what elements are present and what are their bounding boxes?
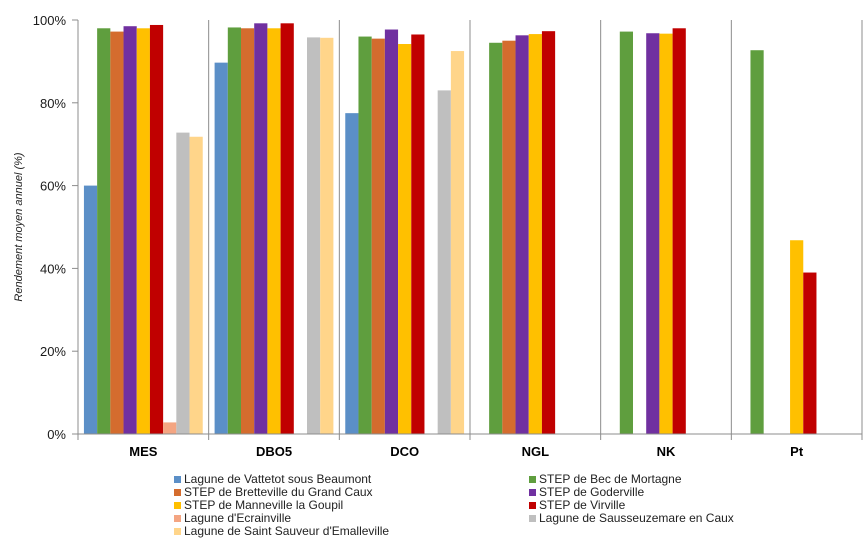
- x-tick-label: DBO5: [256, 444, 292, 459]
- legend-swatch: [174, 528, 181, 535]
- legend-label: STEP de Goderville: [539, 485, 644, 499]
- y-axis: 0% 20% 40% 60% 80% 100%: [33, 13, 78, 442]
- y-tick-label: 100%: [33, 13, 67, 28]
- y-tick-label: 80%: [40, 96, 66, 111]
- legend-swatch: [174, 489, 181, 496]
- axes: [77, 20, 863, 440]
- x-tick-label: Pt: [790, 444, 804, 459]
- y-axis-title: Rendement moyen annuel (%): [13, 152, 25, 302]
- bar: [803, 272, 817, 434]
- legend-swatch: [529, 489, 536, 496]
- bar: [358, 36, 372, 435]
- legend-label: STEP de Manneville la Goupil: [184, 498, 343, 512]
- bar: [790, 240, 804, 434]
- y-axis-title-group: Rendement moyen annuel (%): [13, 152, 25, 302]
- bar: [83, 185, 98, 434]
- legend-label: Lagune de Saint Sauveur d'Emalleville: [184, 524, 389, 538]
- y-tick-label: 20%: [40, 344, 66, 359]
- bar: [254, 23, 268, 434]
- legend-swatch: [174, 502, 181, 509]
- legend-label: Lagune de Vattetot sous Beaumont: [184, 472, 372, 486]
- legend-swatch: [529, 515, 536, 522]
- bar: [267, 28, 281, 435]
- bar: [110, 31, 124, 434]
- bar: [515, 35, 529, 435]
- bar: [241, 28, 255, 435]
- bar: [227, 27, 241, 435]
- bar: [489, 42, 503, 435]
- bar: [646, 33, 660, 435]
- x-tick-label: NK: [657, 444, 676, 459]
- bar: [398, 44, 412, 435]
- y-tick-label: 40%: [40, 261, 66, 276]
- bar: [384, 29, 399, 434]
- bar: [371, 38, 385, 434]
- legend-swatch: [174, 476, 181, 483]
- x-tick-label: MES: [129, 444, 158, 459]
- bar: [320, 37, 334, 434]
- bar: [136, 28, 150, 435]
- bar: [189, 136, 203, 435]
- bar: [149, 24, 164, 435]
- legend-swatch: [174, 515, 181, 522]
- legend-label: STEP de Bretteville du Grand Caux: [184, 485, 373, 499]
- legend-swatch: [529, 476, 536, 483]
- bar: [672, 28, 686, 435]
- legend-label: STEP de Virville: [539, 498, 626, 512]
- bar: [411, 34, 425, 435]
- bar: [750, 50, 764, 435]
- bar: [619, 31, 633, 434]
- legend: Lagune de Vattetot sous Beaumont STEP de …: [174, 472, 734, 538]
- legend-label: Lagune d'Ecrainville: [184, 511, 291, 525]
- bar: [176, 132, 190, 434]
- bar: [541, 31, 556, 434]
- legend-label: STEP de Bec de Mortagne: [539, 472, 682, 486]
- y-tick-label: 60%: [40, 179, 66, 194]
- bar: [97, 28, 111, 435]
- bar: [528, 34, 542, 435]
- legend-label: Lagune de Sausseuzemare en Caux: [539, 511, 734, 525]
- bar: [280, 23, 294, 434]
- bars: [83, 23, 817, 435]
- bar: [123, 26, 137, 435]
- legend-swatch: [529, 502, 536, 509]
- bar: [307, 37, 321, 434]
- x-axis: MES DBO5 DCO NGL NK Pt: [129, 444, 804, 459]
- bar: [450, 51, 465, 435]
- bar: [437, 90, 451, 434]
- bar: [502, 40, 516, 434]
- bar: [214, 62, 228, 434]
- bar: [345, 113, 359, 435]
- bar: [659, 33, 673, 435]
- bar: [163, 422, 177, 434]
- y-tick-label: 0%: [47, 427, 66, 442]
- x-tick-label: DCO: [390, 444, 419, 459]
- x-tick-label: NGL: [522, 444, 550, 459]
